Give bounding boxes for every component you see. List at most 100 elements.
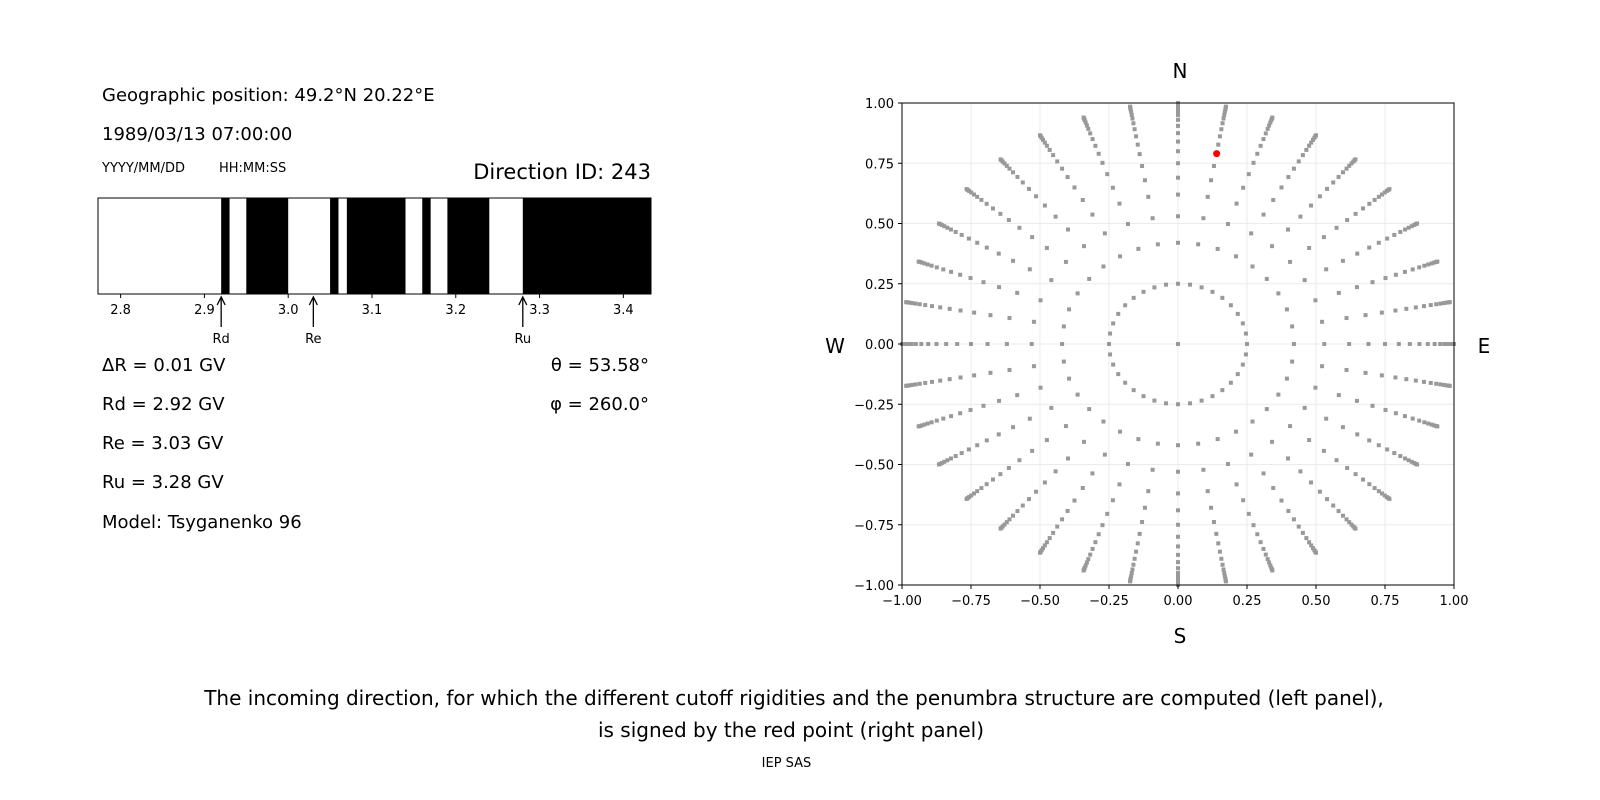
x-tick-label: −0.25 [1089, 594, 1129, 609]
grid-point [910, 382, 915, 387]
grid-point [934, 342, 939, 346]
grid-point [1261, 471, 1266, 476]
grid-point [955, 342, 960, 346]
grid-point [1007, 166, 1012, 171]
grid-point [1353, 157, 1358, 162]
grid-point [1072, 498, 1077, 503]
grid-point [930, 379, 935, 384]
grid-point [1006, 465, 1011, 470]
grid-point [1385, 236, 1390, 241]
grid-point [1047, 147, 1052, 152]
grid-point [1258, 143, 1263, 148]
grid-point [1270, 244, 1275, 249]
grid-point [1080, 197, 1085, 202]
grid-point [1298, 214, 1303, 219]
grid-point [1176, 109, 1180, 114]
grid-point [1429, 422, 1434, 427]
arrow-head-icon [308, 295, 318, 306]
grid-point [1286, 175, 1291, 180]
grid-point [1325, 497, 1330, 502]
grid-point [1415, 221, 1420, 226]
penumbra-bar: 2.8 2.9 3.0 3.1 3.2 3.3 3.4 Rd Re Ru [97, 197, 652, 347]
re-value: Re = 3.03 GV [102, 433, 224, 454]
y-tick-label: 0.00 [865, 338, 894, 353]
grid-point [1417, 418, 1422, 423]
grid-point [1291, 166, 1296, 171]
ru-value: Ru = 3.28 GV [102, 472, 224, 493]
grid-point [1063, 259, 1068, 264]
grid-point [1383, 407, 1388, 412]
grid-point [1406, 225, 1411, 230]
grid-point [1336, 174, 1341, 179]
grid-point [1434, 381, 1439, 386]
grid-point [1226, 462, 1231, 467]
grid-point [1271, 197, 1276, 202]
grid-point [934, 418, 939, 423]
grid-point [1011, 425, 1016, 430]
grid-point [942, 224, 947, 229]
grid-point [1249, 231, 1254, 236]
grid-point [1344, 316, 1349, 321]
grid-point [969, 190, 974, 195]
grid-point [1072, 185, 1077, 190]
grid-point [1017, 225, 1022, 230]
grid-point [975, 194, 980, 199]
grid-point [1217, 549, 1222, 554]
grid-point [997, 398, 1002, 403]
grid-point [909, 342, 914, 346]
grid-point [979, 197, 984, 202]
grid-point [1067, 307, 1072, 312]
grid-point [1241, 498, 1246, 503]
grid-point [975, 240, 980, 245]
grid-point [1422, 420, 1427, 425]
grid-point [966, 447, 971, 452]
grid-point [1123, 303, 1128, 308]
grid-point [1353, 526, 1358, 531]
grid-point [1136, 246, 1141, 251]
grid-point [1340, 425, 1345, 430]
grid-point [1049, 278, 1054, 283]
grid-point [1291, 517, 1296, 522]
grid-point [1219, 556, 1224, 561]
grid-point [1129, 571, 1134, 576]
grid-point [1313, 385, 1318, 390]
grid-point [1393, 411, 1398, 416]
grid-point [1176, 570, 1180, 575]
grid-point [1215, 437, 1220, 442]
compass-west: W [825, 334, 845, 358]
grid-point [1007, 517, 1012, 522]
grid-point [1049, 405, 1054, 410]
grid-point [958, 308, 963, 313]
grid-point [1393, 375, 1398, 380]
x-tick-label: −0.50 [1020, 594, 1060, 609]
grid-point [1360, 477, 1365, 482]
grid-point [936, 221, 941, 226]
grid-point [971, 491, 976, 496]
grid-point [984, 438, 989, 443]
grid-point [998, 211, 1003, 216]
grid-point [1053, 469, 1058, 474]
grid-point [1284, 307, 1289, 312]
arrow-head-icon [518, 295, 528, 306]
grid-point [1228, 380, 1233, 385]
grid-point [926, 342, 931, 346]
grid-point [1409, 224, 1414, 229]
grid-point [1415, 462, 1420, 467]
grid-point [1220, 562, 1225, 567]
grid-point [1096, 151, 1101, 156]
geo-position: Geographic position: 49.2°N 20.22°E [102, 85, 435, 106]
grid-point [968, 407, 973, 412]
grid-point [1209, 178, 1214, 183]
grid-point [1100, 523, 1105, 528]
grid-point [984, 482, 989, 487]
grid-point [1015, 290, 1020, 295]
marker-label-ru: Ru [514, 332, 531, 347]
grid-point [1131, 121, 1136, 126]
grid-point [996, 251, 1001, 256]
grid-point [1271, 486, 1276, 491]
grid-point [1410, 267, 1415, 272]
grid-point [1265, 126, 1270, 131]
grid-point [1393, 272, 1398, 277]
grid-point [1370, 403, 1375, 408]
grid-point [1380, 491, 1385, 496]
